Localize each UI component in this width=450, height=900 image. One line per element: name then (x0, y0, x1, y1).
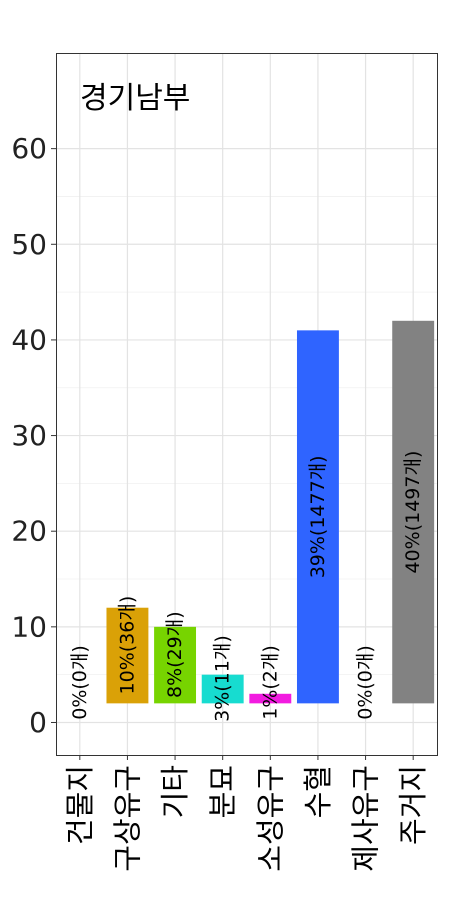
x-axis: 건물지 구상유구 기타 분묘 소성유구 수혈 제사유구 주거지 (63, 755, 430, 872)
x-tick-label: 제사유구 (349, 765, 383, 872)
y-tick-label: 30 (11, 419, 47, 452)
bar-value-label: 10%(36개) (116, 596, 138, 695)
y-axis: 0 10 20 30 40 50 60 (11, 132, 56, 739)
x-tick-label: 소성유구 (253, 765, 287, 872)
y-tick-label: 50 (11, 228, 47, 261)
bar (392, 320, 435, 704)
bar-value-label: 40%(1497개) (402, 451, 424, 574)
bar-value-label: 0%(0개) (355, 645, 377, 720)
y-tick-label: 20 (11, 515, 47, 548)
panel-border (56, 53, 438, 756)
bar (296, 330, 339, 704)
y-tick-label: 10 (11, 610, 47, 643)
y-tick-label: 60 (11, 132, 47, 165)
grid (56, 53, 437, 755)
bar-value-label: 0%(0개) (69, 645, 91, 720)
bar-value-label: 8%(29개) (164, 611, 186, 698)
bars (106, 320, 435, 704)
x-tick-label: 구상유구 (110, 765, 144, 872)
x-tick-label: 건물지 (63, 765, 97, 845)
bar (249, 693, 292, 704)
bar-labels: 0%(0개) 10%(36개) 8%(29개) 3%(11개) 1%(2개) 39%(14… (69, 451, 424, 722)
bar (154, 626, 197, 704)
bar (201, 674, 244, 704)
bar (106, 607, 149, 704)
bar-value-label: 39%(1477개) (307, 455, 329, 578)
x-tick-label: 분묘 (206, 765, 240, 818)
chart-title: 경기남부 (80, 81, 190, 116)
bar-value-label: 3%(11개) (212, 635, 234, 722)
bar-value-label: 1%(2개) (259, 645, 281, 720)
x-tick-label: 주거지 (396, 765, 430, 845)
x-tick-label: 기타 (158, 765, 192, 818)
y-tick-label: 0 (29, 706, 47, 739)
x-tick-label: 수혈 (301, 765, 335, 818)
y-tick-label: 40 (11, 323, 47, 356)
